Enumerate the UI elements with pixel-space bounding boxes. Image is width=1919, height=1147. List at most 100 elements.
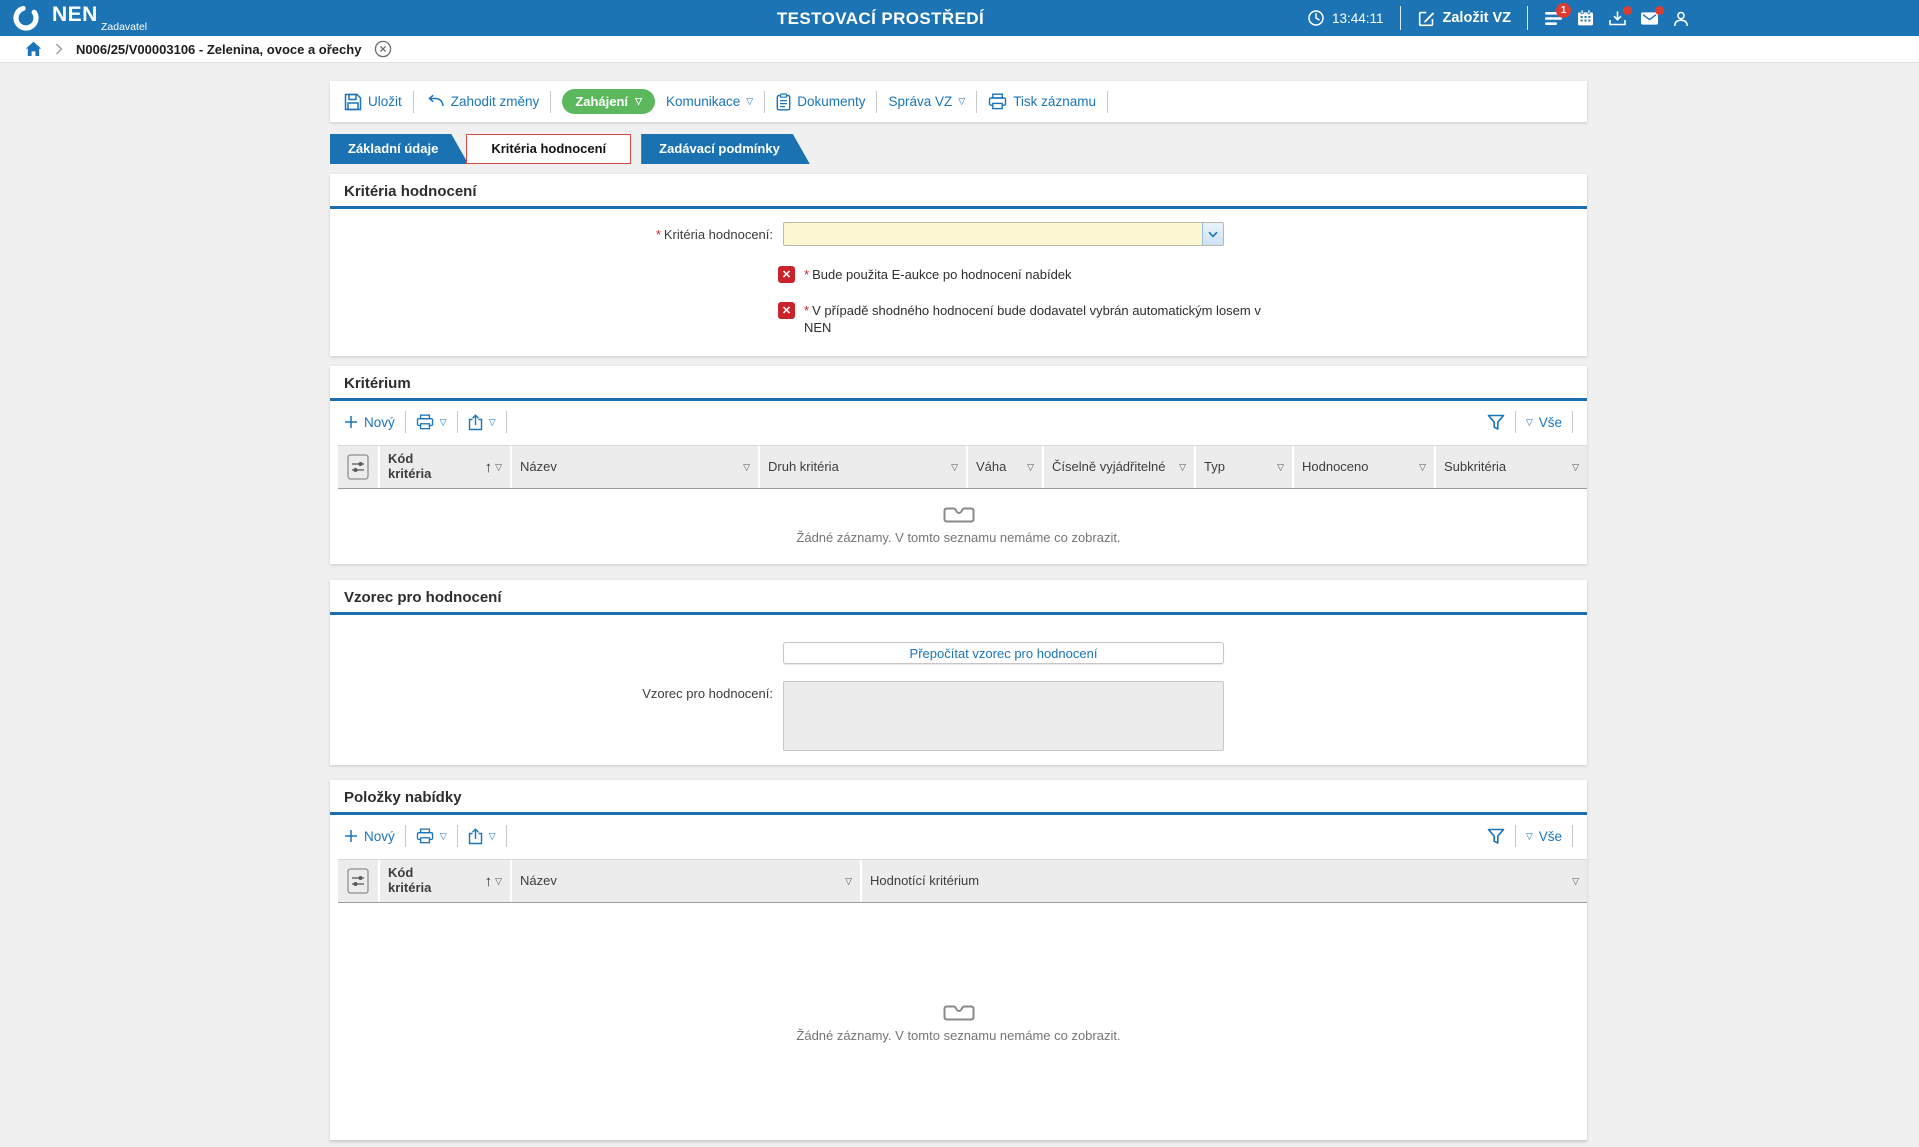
breadcrumb-record-link[interactable]: N006/25/V00003106 - Zelenina, ovoce a oř… <box>76 41 362 57</box>
export-icon <box>468 413 482 430</box>
formula-textarea[interactable] <box>783 681 1224 751</box>
export-button[interactable]: ▽ <box>468 413 496 431</box>
mail-icon <box>1641 12 1658 25</box>
breadcrumb: N006/25/V00003106 - Zelenina, ovoce a oř… <box>0 36 1919 63</box>
column-header-kod-kriteria[interactable]: Kód kritéria ↑ ▽ <box>380 860 510 902</box>
column-header-ciselne-vyjadritelne[interactable]: Číselně vyjádřitelné ▽ <box>1044 446 1194 488</box>
edit-icon <box>1418 11 1434 26</box>
filter-icon[interactable] <box>1487 828 1505 845</box>
close-icon[interactable] <box>374 40 392 58</box>
filter-icon[interactable] <box>1487 414 1505 431</box>
messages-button[interactable] <box>1640 6 1664 26</box>
eauction-checkbox-label: * Bude použita E-aukce po hodnocení nabíd… <box>804 267 1072 282</box>
criteria-field-label: * Kritéria hodnocení: <box>655 227 773 242</box>
header-divider <box>1399 6 1401 30</box>
kriterium-list-toolbar: Nový ▽ ▽ <box>330 401 1587 439</box>
communication-button[interactable]: Komunikace ▽ <box>666 94 753 109</box>
column-header-kod-kriteria[interactable]: Kód kritéria ↑ ▽ <box>380 446 510 488</box>
column-settings-button[interactable] <box>338 860 378 902</box>
app-header: NEN Zadavatel TESTOVACÍ PROSTŘEDÍ 13:44:… <box>0 0 1919 36</box>
export-button[interactable]: ▽ <box>468 827 496 845</box>
toolbar-divider <box>505 825 507 847</box>
documents-button[interactable]: Dokumenty <box>776 92 865 111</box>
discard-label: Zahodit změny <box>450 94 540 109</box>
current-time: 13:44:11 <box>1331 10 1384 26</box>
column-header-druh-kriteria[interactable]: Druh kritéria ▽ <box>760 446 966 488</box>
criteria-input[interactable] <box>784 223 1223 245</box>
manage-vz-label: Správa VZ <box>888 94 953 109</box>
calendar-button[interactable] <box>1576 9 1595 27</box>
recalculate-formula-button[interactable]: Přepočítat vzorec pro hodnocení <box>783 642 1224 664</box>
required-mark: * <box>655 227 661 242</box>
column-header-hodnotici-kriterium[interactable]: Hodnotící kritérium ▽ <box>862 860 1587 902</box>
tab-zakladni-udaje[interactable]: Základní údaje <box>330 134 468 164</box>
download-alert-dot <box>1623 5 1632 15</box>
discard-changes-button[interactable]: Zahodit změny <box>425 94 540 109</box>
required-mark: * <box>804 303 810 318</box>
toolbar-divider <box>456 825 458 847</box>
user-icon <box>1674 11 1688 26</box>
filter-caret-icon[interactable]: ▽ <box>845 875 852 886</box>
sort-asc-icon[interactable]: ↑ <box>484 458 493 476</box>
print-record-button[interactable]: Tisk záznamu <box>988 93 1096 110</box>
filter-caret-icon[interactable]: ▽ <box>1572 461 1579 472</box>
filter-caret-icon[interactable]: ▽ <box>495 875 502 886</box>
print-record-label: Tisk záznamu <box>1013 94 1096 109</box>
chevron-down-icon: ▽ <box>439 416 447 427</box>
new-button[interactable]: Nový <box>344 415 395 430</box>
filter-caret-icon[interactable]: ▽ <box>495 461 502 472</box>
filter-caret-icon[interactable]: ▽ <box>1179 461 1186 472</box>
combo-dropdown-button[interactable] <box>1202 223 1223 245</box>
show-all-button[interactable]: ▽ Vše <box>1526 415 1562 430</box>
toolbar-divider <box>550 90 552 113</box>
filter-caret-icon[interactable]: ▽ <box>1277 461 1284 472</box>
show-all-button[interactable]: ▽ Vše <box>1526 829 1562 844</box>
checkbox-unchecked-icon[interactable]: ✕ <box>778 302 795 319</box>
show-all-label: Vše <box>1538 828 1562 844</box>
clock-icon <box>1308 10 1324 26</box>
brand-role: Zadavatel <box>101 21 148 33</box>
start-button[interactable]: Zahájení ▽ <box>562 89 655 114</box>
action-toolbar: Uložit Zahodit změny Zahájení ▽ Komunika… <box>330 81 1587 122</box>
column-header-hodnoceno[interactable]: Hodnoceno ▽ <box>1294 446 1434 488</box>
create-vz-button[interactable]: Založit VZ <box>1417 9 1511 28</box>
print-list-button[interactable]: ▽ <box>416 828 447 844</box>
downloads-button[interactable] <box>1608 5 1632 27</box>
manage-vz-button[interactable]: Správa VZ ▽ <box>888 94 965 109</box>
save-button[interactable]: Uložit <box>344 93 402 111</box>
toolbar-divider <box>1514 825 1516 847</box>
sort-asc-icon[interactable]: ↑ <box>484 872 493 890</box>
tab-zadavaci-podminky[interactable]: Zadávací podmínky <box>641 134 810 164</box>
empty-tray-icon <box>943 1005 974 1021</box>
user-profile-button[interactable] <box>1672 10 1690 27</box>
section-title: Položky nabídky <box>344 789 462 806</box>
home-icon[interactable] <box>25 41 42 57</box>
kriterium-empty-state: Žádné záznamy. V tomto seznamu nemáme co… <box>330 505 1587 545</box>
toolbar-divider <box>1514 411 1516 433</box>
print-list-button[interactable]: ▽ <box>416 414 447 430</box>
printer-icon <box>988 93 1007 110</box>
column-header-typ[interactable]: Typ ▽ <box>1196 446 1292 488</box>
filter-caret-icon[interactable]: ▽ <box>1572 875 1579 886</box>
filter-caret-icon[interactable]: ▽ <box>743 461 750 472</box>
column-header-vaha[interactable]: Váha ▽ <box>968 446 1042 488</box>
new-button[interactable]: Nový <box>344 829 395 844</box>
section-kriterium: Kritérium Nový ▽ <box>330 366 1587 564</box>
filter-caret-icon[interactable]: ▽ <box>1419 461 1426 472</box>
tab-kriteria-hodnoceni[interactable]: Kritéria hodnocení <box>466 134 632 164</box>
menu-badge: 1 <box>1556 2 1571 18</box>
column-header-nazev[interactable]: Název ▽ <box>512 446 758 488</box>
filter-caret-icon[interactable]: ▽ <box>951 461 958 472</box>
new-label: Nový <box>364 414 395 430</box>
toolbar-divider <box>505 411 507 433</box>
column-header-subkriteria[interactable]: Subkritéria ▽ <box>1436 446 1587 488</box>
column-header-nazev[interactable]: Název ▽ <box>512 860 860 902</box>
checkbox-unchecked-icon[interactable]: ✕ <box>778 266 795 283</box>
documents-icon <box>776 92 791 110</box>
column-settings-button[interactable] <box>338 446 378 488</box>
notifications-menu-button[interactable]: 1 <box>1544 2 1571 27</box>
environment-title: TESTOVACÍ PROSTŘEDÍ <box>776 9 985 28</box>
clock-display: 13:44:11 <box>1307 9 1384 27</box>
filter-caret-icon[interactable]: ▽ <box>1027 461 1034 472</box>
